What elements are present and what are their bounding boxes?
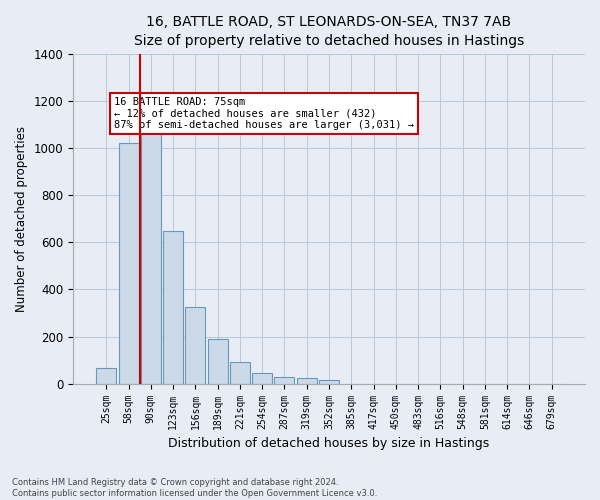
Text: Contains HM Land Registry data © Crown copyright and database right 2024.
Contai: Contains HM Land Registry data © Crown c… bbox=[12, 478, 377, 498]
Title: 16, BATTLE ROAD, ST LEONARDS-ON-SEA, TN37 7AB
Size of property relative to detac: 16, BATTLE ROAD, ST LEONARDS-ON-SEA, TN3… bbox=[134, 15, 524, 48]
Bar bbox=[274, 376, 295, 384]
Bar bbox=[141, 124, 161, 384]
Bar bbox=[163, 230, 183, 384]
Bar bbox=[297, 378, 317, 384]
Bar bbox=[230, 362, 250, 384]
Bar bbox=[252, 373, 272, 384]
Bar bbox=[185, 307, 205, 384]
Bar bbox=[119, 144, 139, 384]
Bar bbox=[208, 339, 227, 384]
Text: 16 BATTLE ROAD: 75sqm
← 12% of detached houses are smaller (432)
87% of semi-det: 16 BATTLE ROAD: 75sqm ← 12% of detached … bbox=[114, 96, 414, 130]
Y-axis label: Number of detached properties: Number of detached properties bbox=[15, 126, 28, 312]
Bar bbox=[319, 380, 339, 384]
Bar bbox=[96, 368, 116, 384]
X-axis label: Distribution of detached houses by size in Hastings: Distribution of detached houses by size … bbox=[169, 437, 490, 450]
